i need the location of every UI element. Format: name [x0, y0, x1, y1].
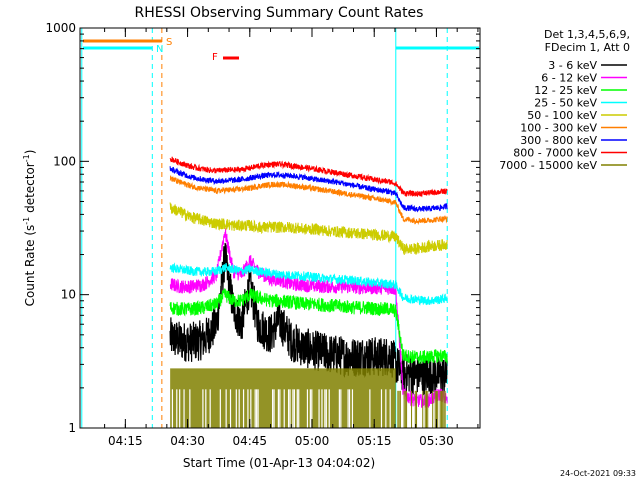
series-12-25-kev: [169, 288, 448, 365]
legend-label: 12 - 25 keV: [534, 84, 597, 97]
marker-f: F: [212, 52, 218, 63]
series-layer: [169, 156, 448, 428]
legend-label: 100 - 300 keV: [520, 122, 597, 135]
x-tick-label: 05:00: [295, 434, 330, 448]
series-100-300-kev: [169, 175, 448, 226]
series-block: [170, 368, 396, 428]
legend-label: 50 - 100 keV: [527, 109, 597, 122]
y-axis-label-middle: detector: [23, 162, 37, 217]
series-7000-15000-kev: [170, 368, 446, 428]
legend-label: 800 - 7000 keV: [513, 147, 597, 160]
x-tick-label: 05:30: [419, 434, 454, 448]
x-axis-label: Start Time (01-Apr-13 04:04:02): [183, 456, 375, 470]
y-tick-label: 1: [68, 421, 76, 435]
x-tick-label: 04:30: [170, 434, 205, 448]
y-tick-label: 10: [61, 288, 76, 302]
y-axis-label-prefix: Count Rate (s: [23, 225, 37, 307]
marker-s: S: [166, 37, 172, 48]
y-tick-label: 1000: [45, 21, 76, 35]
y-axis-label-sup-2: -1: [22, 154, 31, 162]
x-tick-label: 04:45: [232, 434, 267, 448]
x-tick-label: 05:15: [357, 434, 392, 448]
legend-label: 7000 - 15000 keV: [499, 159, 597, 172]
series-50-100-kev: [169, 202, 448, 255]
y-axis-label-sup-1: -1: [22, 217, 31, 225]
plot-frame: [79, 27, 481, 429]
x-tick-label: 04:15: [108, 434, 143, 448]
legend-label: 3 - 6 keV: [548, 59, 597, 72]
legend-label: 6 - 12 keV: [541, 72, 597, 85]
marker-n: N: [156, 44, 163, 55]
legend-label: 300 - 800 keV: [520, 134, 597, 147]
legend-header-line-2: FDecim 1, Att 0: [545, 41, 630, 54]
series-25-50-kev: [169, 262, 448, 306]
legend-label: 25 - 50 keV: [534, 97, 597, 110]
y-tick-label: 100: [53, 154, 76, 168]
y-axis-label-suffix: ): [23, 150, 37, 155]
chart-title: RHESSI Observing Summary Count Rates: [135, 5, 424, 21]
y-axis-label: Count Rate (s-1 detector-1): [22, 150, 37, 307]
footer-timestamp: 24-Oct-2021 09:33: [560, 469, 636, 478]
legend-header-line-1: Det 1,3,4,5,6,9,: [544, 28, 630, 41]
legend: Det 1,3,4,5,6,9, FDecim 1, Att 0 3 - 6 k…: [499, 28, 630, 172]
series-300-800-kev: [169, 166, 448, 213]
series-800-7000-kev: [169, 156, 448, 198]
